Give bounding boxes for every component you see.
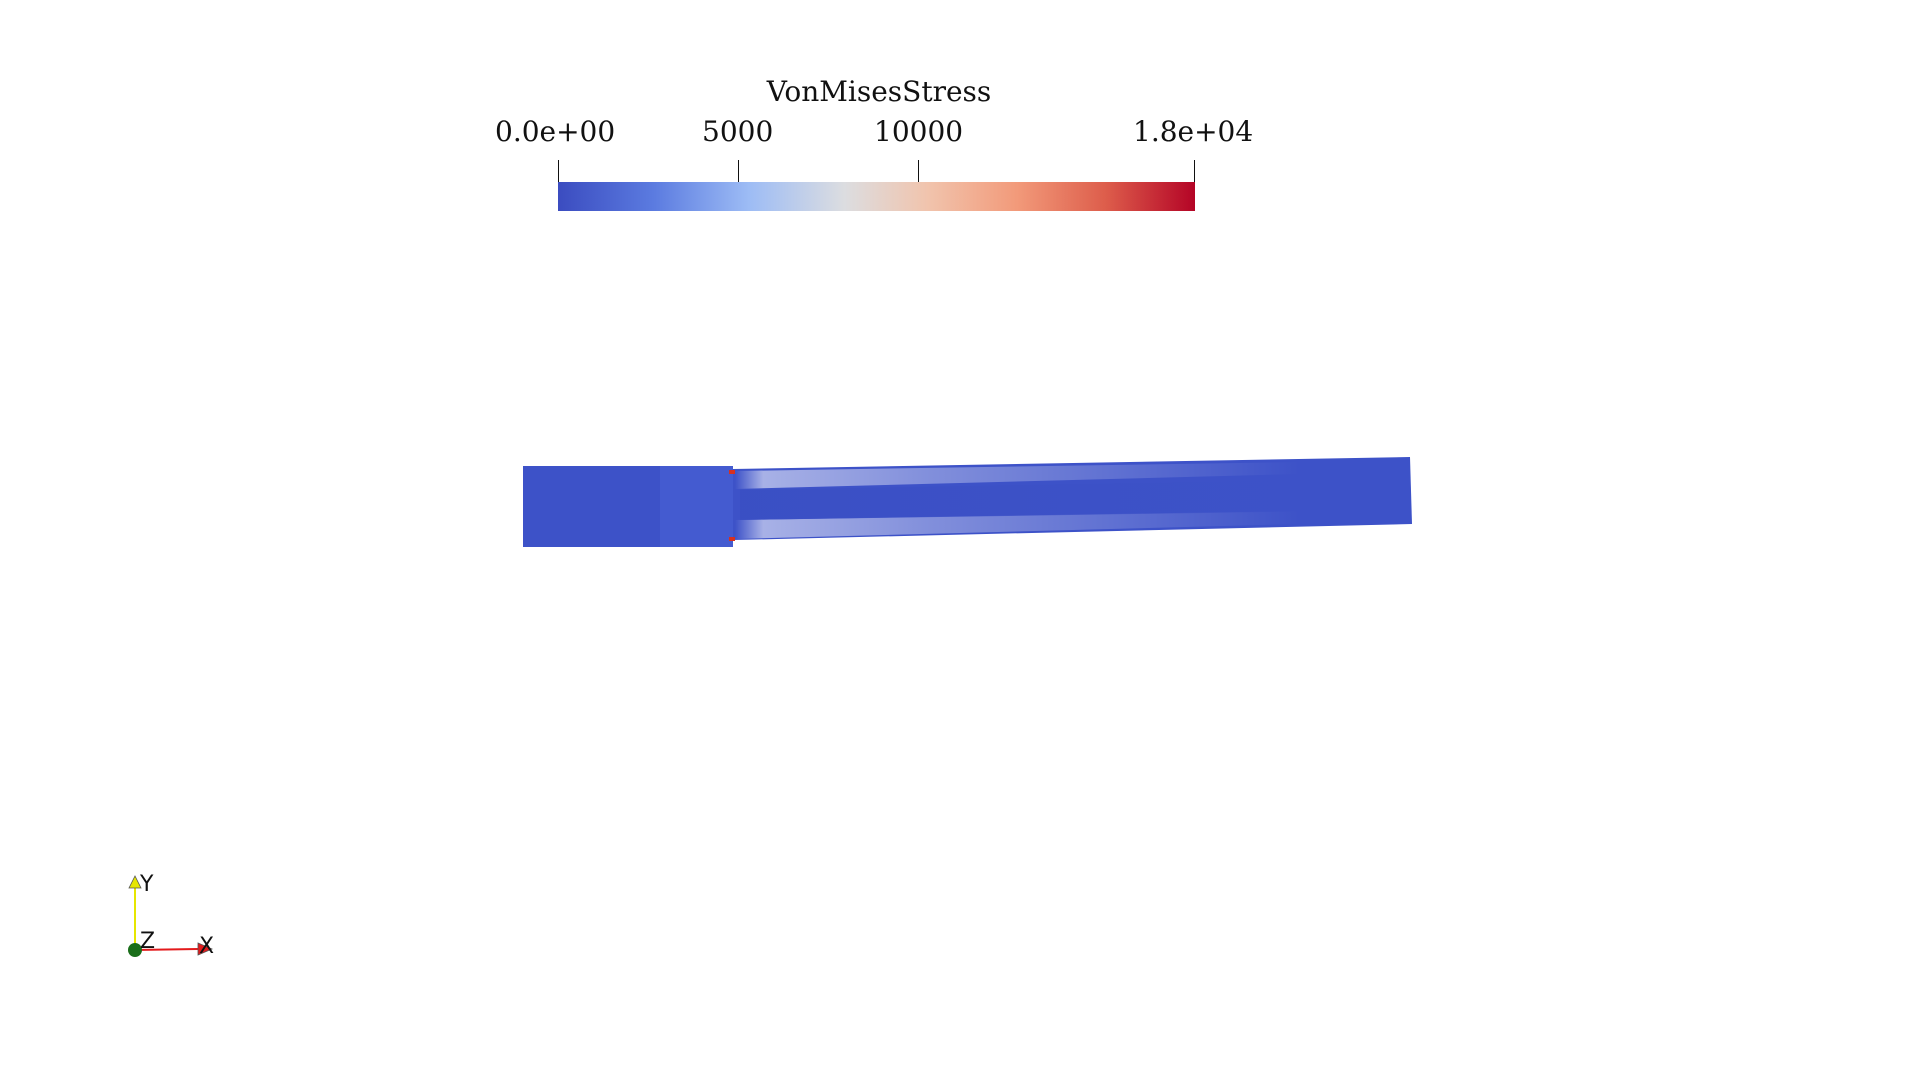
colorbar-tick-label-min: 0.0e+00 <box>495 115 616 148</box>
x-axis-line <box>134 948 199 951</box>
stress-hotspot-lower <box>729 537 735 541</box>
x-axis-arrow-icon <box>197 942 214 956</box>
orientation-axes[interactable]: Y X Z <box>128 872 214 959</box>
colorbar-tick-mark-max <box>1194 160 1195 185</box>
y-axis-label: Y <box>139 872 154 897</box>
colorbar-tick-mark-min <box>558 160 559 185</box>
stress-hotspot-upper <box>729 470 735 474</box>
z-axis-dot-icon <box>128 943 142 957</box>
y-axis-arrow-icon <box>128 875 142 889</box>
colorbar-tick-label-5000: 5000 <box>702 115 774 148</box>
model-beam-core <box>740 478 1406 520</box>
colorbar-tick-mark-5000 <box>738 160 739 185</box>
deformed-beam-model[interactable] <box>523 457 1412 547</box>
model-lower-stress-band <box>735 511 1300 539</box>
colorbar-tick-mark-10000 <box>918 160 919 185</box>
colorbar-tick-label-10000: 10000 <box>874 115 964 148</box>
colorbar-tick-label-max: 1.8e+04 <box>1133 115 1254 148</box>
model-upper-stress-band <box>735 462 1300 489</box>
model-base-shading <box>660 466 733 547</box>
colorbar-title: VonMisesStress <box>766 75 992 108</box>
colorbar <box>558 182 1195 211</box>
x-axis-label: X <box>199 934 214 959</box>
z-axis-label: Z <box>140 929 155 954</box>
